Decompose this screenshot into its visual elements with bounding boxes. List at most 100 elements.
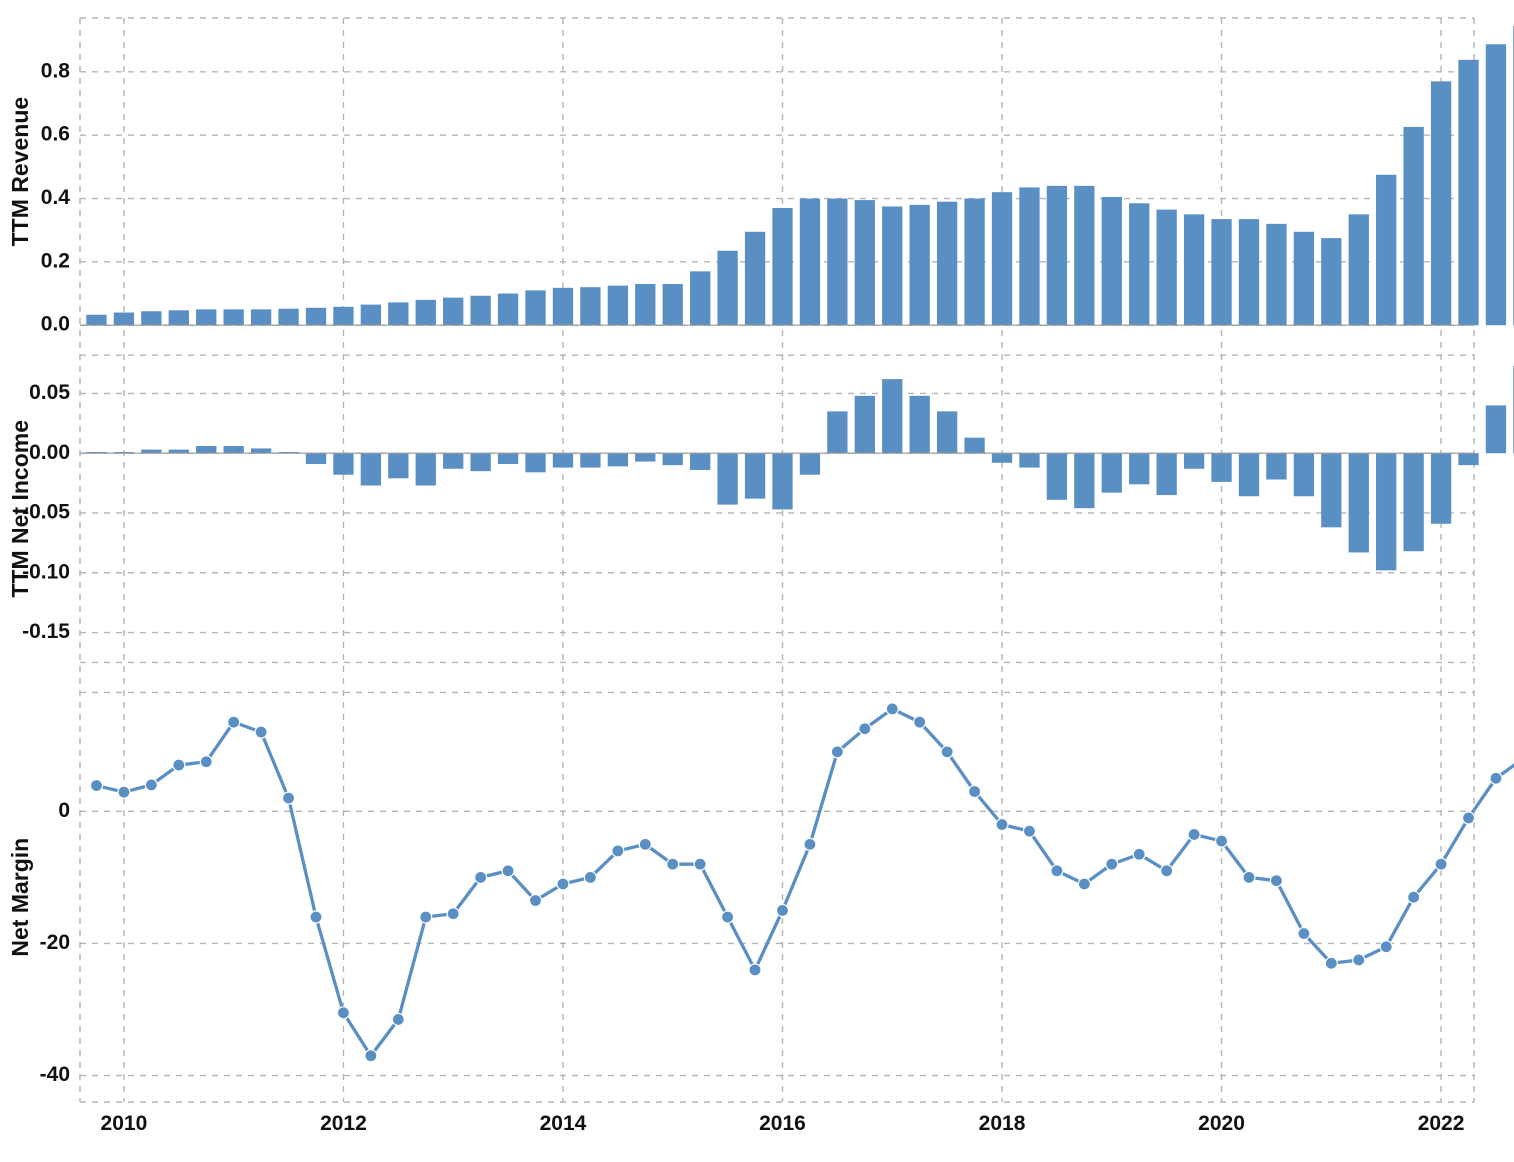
revenue-bars — [86, 26, 1514, 325]
netincome-ytick: 0.00 — [29, 441, 70, 464]
netincome-bar — [717, 453, 737, 504]
margin-marker — [1188, 828, 1200, 840]
revenue-bar — [1349, 214, 1369, 325]
revenue-bar — [1211, 219, 1231, 325]
netincome-bar — [416, 453, 436, 485]
revenue-bar — [553, 288, 573, 325]
revenue-bar — [141, 311, 161, 325]
netincome-bar — [608, 453, 628, 466]
margin-marker — [1023, 825, 1035, 837]
revenue-bar — [937, 202, 957, 326]
margin-marker — [173, 759, 185, 771]
revenue-bar — [1486, 44, 1506, 325]
margin-marker — [886, 703, 898, 715]
revenue-bar — [1321, 238, 1341, 325]
margin-marker — [420, 911, 432, 923]
margin-marker — [1408, 891, 1420, 903]
netincome-ylabel: TTM Net Income — [7, 420, 33, 598]
margin-marker — [118, 786, 130, 798]
financial-multichart: 20102012201420162018202020220.00.20.40.6… — [0, 0, 1514, 1162]
netincome-bar — [525, 453, 545, 472]
netincome-bar — [553, 453, 573, 467]
margin-marker — [776, 904, 788, 916]
netincome-bar — [1376, 453, 1396, 570]
netincome-bar — [1458, 453, 1478, 465]
netincome-bar — [443, 453, 463, 469]
x-tick-label: 2014 — [540, 1112, 587, 1135]
revenue-bar — [608, 286, 628, 326]
margin-marker — [831, 746, 843, 758]
margin-marker — [145, 779, 157, 791]
margin-marker — [1463, 812, 1475, 824]
netincome-bar — [251, 448, 271, 453]
revenue-bar — [580, 287, 600, 325]
margin-marker — [859, 723, 871, 735]
revenue-bar — [525, 290, 545, 325]
margin-marker — [502, 865, 514, 877]
margin-marker — [941, 746, 953, 758]
netincome-bar — [1157, 453, 1177, 495]
margin-marker — [1133, 848, 1145, 860]
margin-ylabel: Net Margin — [7, 838, 33, 957]
margin-marker — [694, 858, 706, 870]
netincome-bar — [1486, 405, 1506, 453]
margin-ytick: 0 — [58, 799, 70, 822]
netincome-bar — [1403, 453, 1423, 551]
revenue-bar — [882, 206, 902, 325]
netincome-bar — [306, 453, 326, 464]
revenue-bar — [416, 300, 436, 325]
netincome-bar — [690, 453, 710, 470]
netincome-bar — [1211, 453, 1231, 482]
margin-marker — [1325, 957, 1337, 969]
netincome-bar — [1239, 453, 1259, 496]
revenue-bar — [1376, 175, 1396, 325]
margin-marker — [557, 878, 569, 890]
margin-marker — [667, 858, 679, 870]
margin-ytick: -40 — [40, 1063, 70, 1086]
netincome-bar — [1431, 453, 1451, 524]
x-tick-label: 2010 — [101, 1112, 148, 1135]
revenue-bar — [745, 232, 765, 325]
netincome-bar — [498, 453, 518, 464]
netincome-bar — [910, 396, 930, 453]
margin-marker — [337, 1007, 349, 1019]
revenue-ytick: 0.0 — [41, 313, 70, 336]
revenue-bar — [1184, 214, 1204, 325]
margin-marker — [1078, 878, 1090, 890]
margin-marker — [749, 964, 761, 976]
netincome-bar — [470, 453, 490, 471]
revenue-bar — [333, 307, 353, 325]
margin-marker — [200, 756, 212, 768]
revenue-bar — [1074, 186, 1094, 325]
margin-marker — [1353, 954, 1365, 966]
revenue-bar — [1239, 219, 1259, 325]
netincome-bar — [333, 453, 353, 475]
revenue-ytick: 0.6 — [41, 123, 70, 146]
revenue-ytick: 0.4 — [41, 186, 71, 209]
margin-marker — [584, 871, 596, 883]
margin-marker — [1380, 941, 1392, 953]
x-tick-label: 2018 — [979, 1112, 1026, 1135]
margin-marker — [447, 908, 459, 920]
margin-marker — [392, 1013, 404, 1025]
netincome-ytick: 0.05 — [29, 381, 70, 404]
netincome-bar — [882, 379, 902, 453]
margin-ytick: -20 — [40, 931, 70, 954]
revenue-ytick: 0.2 — [41, 249, 70, 272]
netincome-bar — [827, 411, 847, 453]
netincome-bars — [86, 366, 1514, 570]
netincome-bar — [745, 453, 765, 498]
margin-marker — [1051, 865, 1063, 877]
margin-marker — [310, 911, 322, 923]
revenue-bar — [1458, 60, 1478, 325]
revenue-bar — [306, 308, 326, 325]
margin-marker — [90, 780, 102, 792]
margin-marker — [1298, 928, 1310, 940]
netincome-bar — [1294, 453, 1314, 496]
netincome-bar — [635, 453, 655, 461]
revenue-bar — [800, 199, 820, 326]
revenue-bar — [717, 251, 737, 325]
margin-marker — [1490, 772, 1502, 784]
margin-line — [96, 709, 1514, 1056]
revenue-bar — [443, 298, 463, 326]
